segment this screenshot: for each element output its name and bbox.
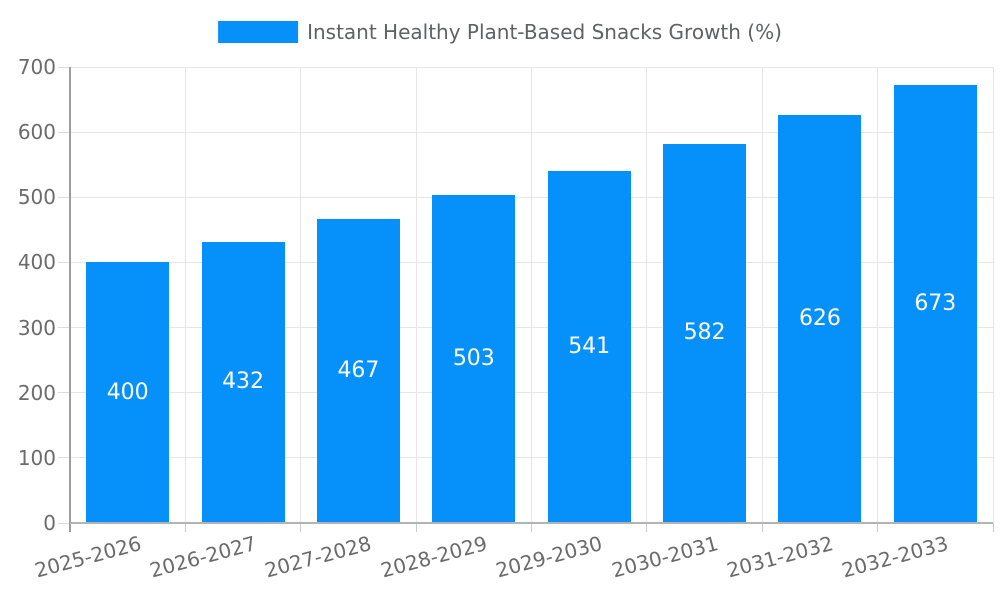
vgrid-line bbox=[531, 67, 532, 523]
y-tick-mark bbox=[58, 457, 70, 459]
y-tick-label: 300 bbox=[17, 315, 56, 340]
y-tick-mark bbox=[58, 131, 70, 133]
x-tick-mark bbox=[877, 523, 879, 532]
y-tick-mark bbox=[58, 66, 70, 68]
bar[interactable]: 400 bbox=[86, 262, 170, 523]
vgrid-line bbox=[300, 67, 302, 523]
vgrid-line bbox=[415, 67, 417, 523]
y-tick-label: 600 bbox=[17, 120, 56, 145]
x-axis-label: 2032-2033 bbox=[839, 531, 952, 583]
x-axis-label: 2030-2031 bbox=[608, 531, 721, 583]
vgrid-line bbox=[184, 67, 186, 523]
y-tick-mark bbox=[58, 522, 70, 524]
bar-value-label: 582 bbox=[683, 320, 726, 346]
y-tick-mark bbox=[58, 261, 70, 263]
x-tick-mark bbox=[992, 523, 994, 532]
vgrid-line bbox=[761, 67, 763, 523]
y-tick-label: 500 bbox=[17, 185, 56, 210]
legend-swatch-icon bbox=[218, 21, 299, 43]
vgrid-line bbox=[992, 67, 994, 523]
bar-value-label: 432 bbox=[222, 369, 265, 395]
x-tick-mark bbox=[531, 523, 532, 532]
vgrid-line bbox=[877, 67, 879, 523]
bar-value-label: 626 bbox=[798, 306, 841, 332]
y-tick-label: 700 bbox=[17, 55, 56, 79]
plot-area: 400 432 467 503 541 582 626 673 bbox=[69, 66, 994, 532]
vgrid-line bbox=[646, 67, 648, 523]
bar[interactable]: 626 bbox=[778, 115, 862, 523]
y-tick-mark bbox=[58, 327, 70, 329]
y-axis-line bbox=[69, 67, 71, 532]
bar-value-label: 400 bbox=[106, 379, 149, 405]
bar[interactable]: 673 bbox=[893, 84, 977, 523]
bar[interactable]: 582 bbox=[663, 143, 747, 523]
y-tick-mark bbox=[58, 196, 70, 198]
bar[interactable]: 467 bbox=[316, 218, 400, 523]
bar-value-label: 673 bbox=[914, 290, 957, 316]
x-axis-line bbox=[70, 522, 993, 524]
x-tick-mark bbox=[646, 523, 648, 532]
y-tick-label: 200 bbox=[17, 380, 56, 405]
x-tick-mark bbox=[761, 523, 763, 532]
y-tick-mark bbox=[58, 392, 70, 394]
legend-label: Instant Healthy Plant-Based Snacks Growt… bbox=[307, 20, 782, 44]
x-axis-label: 2027-2028 bbox=[262, 531, 375, 583]
bar-value-label: 467 bbox=[337, 357, 380, 383]
x-axis-label: 2026-2027 bbox=[147, 531, 259, 583]
bar-value-label: 503 bbox=[452, 346, 495, 372]
x-axis-label: 2025-2026 bbox=[31, 531, 144, 583]
y-tick-label: 100 bbox=[17, 445, 56, 470]
x-axis-label: 2029-2030 bbox=[493, 531, 605, 583]
y-tick-label: 400 bbox=[17, 250, 56, 275]
bar[interactable]: 541 bbox=[547, 170, 631, 523]
bar-value-label: 541 bbox=[568, 333, 611, 359]
bar[interactable]: 432 bbox=[201, 241, 285, 523]
x-tick-mark bbox=[300, 523, 302, 532]
legend-item[interactable]: Instant Healthy Plant-Based Snacks Growt… bbox=[218, 20, 782, 44]
y-tick-label: 0 bbox=[43, 511, 56, 535]
x-axis-label: 2031-2032 bbox=[724, 531, 836, 583]
x-tick-mark bbox=[184, 523, 186, 532]
x-axis-label: 2028-2029 bbox=[377, 531, 490, 583]
x-tick-mark bbox=[415, 523, 417, 532]
bar[interactable]: 503 bbox=[432, 195, 516, 523]
